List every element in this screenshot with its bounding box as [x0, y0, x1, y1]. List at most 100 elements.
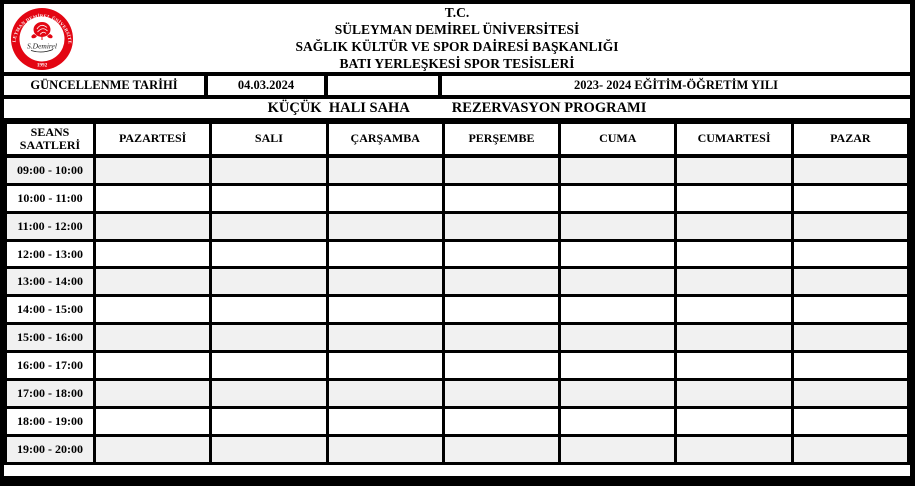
reservation-cell [558, 238, 678, 270]
table-row: 17:00 - 18:00 [4, 378, 910, 410]
time-slot-label: 17:00 - 18:00 [4, 378, 96, 410]
time-slot-label: 14:00 - 15:00 [4, 294, 96, 326]
info-row: GÜNCELLENME TARİHİ 04.03.2024 2023- 2024… [4, 76, 910, 99]
info-empty-cell [328, 76, 442, 95]
reservation-cell [92, 378, 213, 410]
update-date-label: GÜNCELLENME TARİHİ [4, 76, 208, 95]
reservation-cell [441, 406, 562, 437]
table-row: 16:00 - 17:00 [4, 350, 910, 382]
day-header-sunday: PAZAR [790, 121, 910, 158]
day-header-tuesday: SALI [209, 121, 329, 158]
reservation-cell [441, 378, 562, 410]
table-row: 19:00 - 20:00 [4, 434, 910, 465]
reservation-cell [325, 322, 445, 354]
reservation-cell [325, 238, 445, 270]
reservation-cell [92, 182, 213, 214]
reservation-cell [674, 182, 794, 214]
table-row: 14:00 - 15:00 [4, 294, 910, 326]
reservation-cell [441, 182, 562, 214]
reservation-cell [209, 378, 329, 410]
reservation-cell [441, 350, 562, 382]
reservation-cell [209, 322, 329, 354]
time-slot-label: 13:00 - 14:00 [4, 266, 96, 298]
logo-signature: S.Demirel [27, 42, 57, 51]
academic-year: 2023- 2024 EĞİTİM-ÖĞRETİM YILI [573, 78, 779, 92]
reservation-cell [209, 434, 329, 465]
reservation-cell [558, 154, 678, 186]
day-header-friday: CUMA [558, 121, 678, 158]
corner-line-2: SAATLERİ [19, 137, 81, 152]
signature-flourish [30, 49, 54, 53]
reservation-cell [558, 266, 678, 298]
reservation-cell [441, 210, 562, 242]
reservation-cell [790, 182, 910, 214]
reservation-cell [558, 406, 678, 437]
reservation-cell [790, 210, 910, 242]
reservation-cell [790, 266, 910, 298]
reservation-cell [441, 294, 562, 326]
schedule-header-row: SEANS SAATLERİ PAZARTESİ SALI ÇARŞAMBA P… [4, 121, 910, 158]
time-slot-label: 11:00 - 12:00 [4, 210, 96, 242]
time-slot-label: 18:00 - 19:00 [4, 406, 96, 437]
reservation-cell [674, 322, 794, 354]
reservation-cell [92, 266, 213, 298]
reservation-cell [325, 210, 445, 242]
reservation-cell [92, 350, 213, 382]
reservation-cell [674, 210, 794, 242]
time-slot-label: 12:00 - 13:00 [4, 238, 96, 270]
reservation-cell [441, 266, 562, 298]
reservation-cell [325, 154, 445, 186]
time-slot-label: 15:00 - 16:00 [4, 322, 96, 354]
reservation-cell [674, 238, 794, 270]
university-logo: SÜLEYMAN DEMİREL ÜNİVERSİTESİ S.Demirel … [10, 7, 73, 70]
reservation-cell [790, 322, 910, 354]
time-slot-label: 09:00 - 10:00 [4, 154, 96, 186]
table-row: 09:00 - 10:00 [4, 154, 910, 186]
reservation-cell [209, 182, 329, 214]
reservation-cell [558, 350, 678, 382]
reservation-cell [92, 238, 213, 270]
reservation-cell [209, 406, 329, 437]
reservation-cell [674, 434, 794, 465]
reservation-cell [558, 210, 678, 242]
table-row: 12:00 - 13:00 [4, 238, 910, 270]
reservation-cell [209, 350, 329, 382]
reservation-cell [325, 294, 445, 326]
reservation-cell [790, 434, 910, 465]
corner-header: SEANS SAATLERİ [4, 121, 96, 158]
reservation-cell [325, 350, 445, 382]
day-header-thursday: PERŞEMBE [441, 121, 562, 158]
program-name: REZERVASYON PROGRAMI [451, 100, 647, 116]
title-block: T.C. SÜLEYMAN DEMİREL ÜNİVERSİTESİ SAĞLI… [4, 4, 910, 72]
reservation-cell [441, 322, 562, 354]
reservation-cell [441, 434, 562, 465]
reservation-cell [558, 182, 678, 214]
table-row: 13:00 - 14:00 [4, 266, 910, 298]
program-title-row: KÜÇÜK HALI SAHA REZERVASYON PROGRAMI [4, 99, 910, 121]
reservation-cell [92, 154, 213, 186]
reservation-cell [558, 294, 678, 326]
reservation-cell [209, 210, 329, 242]
update-date-value: 04.03.2024 [208, 76, 328, 95]
reservation-cell [441, 238, 562, 270]
reservation-cell [558, 434, 678, 465]
day-header-saturday: CUMARTESİ [674, 121, 794, 158]
day-header-wednesday: ÇARŞAMBA [325, 121, 445, 158]
reservation-cell [441, 154, 562, 186]
reservation-cell [92, 294, 213, 326]
reservation-cell [674, 266, 794, 298]
facility-name: KÜÇÜK HALI SAHA [267, 100, 410, 116]
reservation-cell [558, 322, 678, 354]
table-row: 10:00 - 11:00 [4, 182, 910, 214]
reservation-cell [790, 406, 910, 437]
reservation-cell [674, 154, 794, 186]
reservation-cell [325, 406, 445, 437]
header-line-department: SAĞLIK KÜLTÜR VE SPOR DAİRESİ BAŞKANLIĞI [295, 39, 619, 54]
reservation-cell [325, 434, 445, 465]
reservation-cell [209, 294, 329, 326]
reservation-cell [790, 238, 910, 270]
header-line-tc: T.C. [444, 5, 470, 20]
header-line-facility: BATI YERLEŞKESİ SPOR TESİSLERİ [339, 56, 575, 71]
reservation-cell [209, 238, 329, 270]
